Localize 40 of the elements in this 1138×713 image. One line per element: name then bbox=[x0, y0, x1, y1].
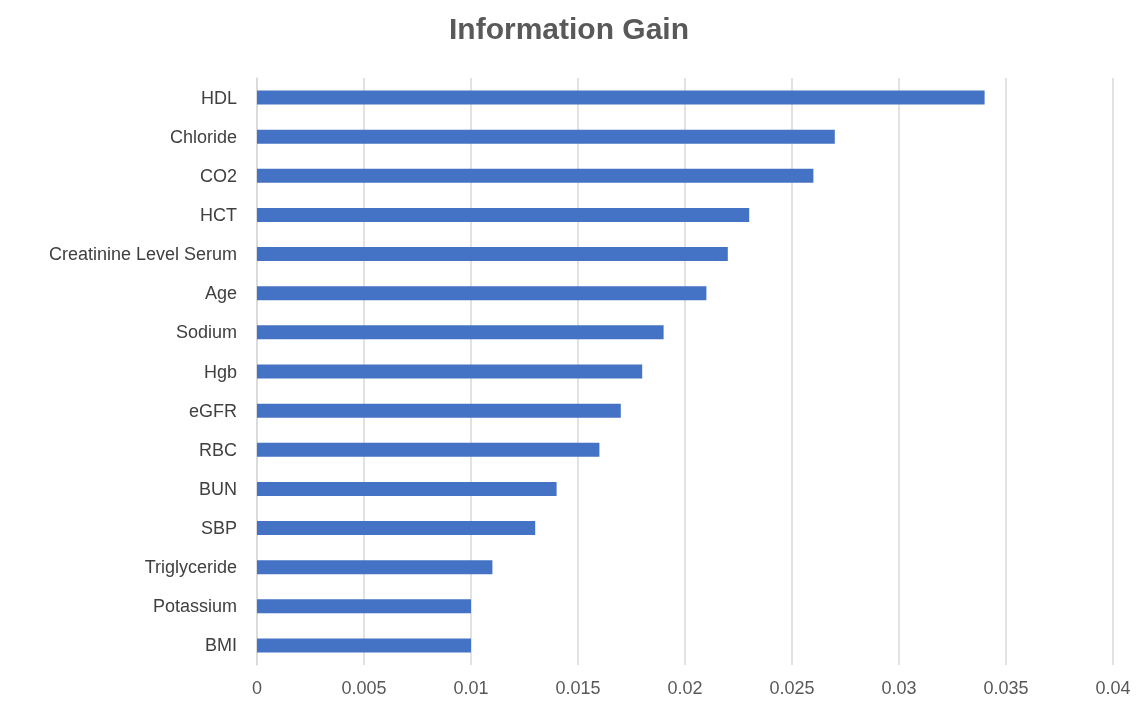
bar bbox=[257, 247, 728, 262]
x-tick-label: 0.015 bbox=[555, 678, 601, 698]
bar bbox=[257, 481, 557, 496]
bar bbox=[257, 403, 621, 418]
y-tick-label: Age bbox=[204, 283, 237, 304]
chart-title: Information Gain bbox=[449, 11, 689, 45]
bar bbox=[257, 90, 985, 105]
x-tick-label: 0.03 bbox=[881, 678, 917, 698]
y-tick-label: BUN bbox=[198, 478, 237, 499]
bar bbox=[257, 207, 750, 222]
y-tick-label: RBC bbox=[198, 439, 237, 460]
y-tick-label: Triglyceride bbox=[144, 557, 237, 578]
y-tick-label: Potassium bbox=[152, 596, 237, 617]
x-tick-label: 0.025 bbox=[769, 678, 815, 698]
bar bbox=[257, 638, 471, 653]
y-tick-label: eGFR bbox=[188, 400, 237, 421]
bar bbox=[257, 521, 536, 536]
y-tick-label: Sodium bbox=[175, 322, 237, 343]
x-tick-label: 0.005 bbox=[341, 678, 387, 698]
y-tick-label: Creatinine Level Serum bbox=[48, 244, 237, 265]
y-tick-label: CO2 bbox=[199, 165, 237, 186]
y-tick-label: Hgb bbox=[203, 361, 237, 382]
bar bbox=[257, 364, 643, 379]
bar bbox=[257, 442, 600, 457]
x-tick-label: 0.02 bbox=[667, 678, 703, 698]
x-tick-label: 0 bbox=[251, 678, 263, 698]
x-tick-label: 0.04 bbox=[1095, 678, 1131, 698]
y-tick-label: HDL bbox=[200, 87, 237, 108]
bar bbox=[257, 286, 707, 301]
bar bbox=[257, 129, 835, 144]
bar bbox=[257, 325, 664, 340]
bar bbox=[257, 560, 493, 575]
bar bbox=[257, 168, 814, 183]
y-tick-label: SBP bbox=[200, 518, 237, 539]
y-tick-label: HCT bbox=[200, 204, 237, 225]
y-tick-label: BMI bbox=[204, 635, 237, 656]
x-tick-label: 0.01 bbox=[453, 678, 489, 698]
x-tick-label: 0.035 bbox=[983, 678, 1029, 698]
y-tick-label: Chloride bbox=[169, 126, 237, 147]
bar bbox=[257, 599, 471, 614]
